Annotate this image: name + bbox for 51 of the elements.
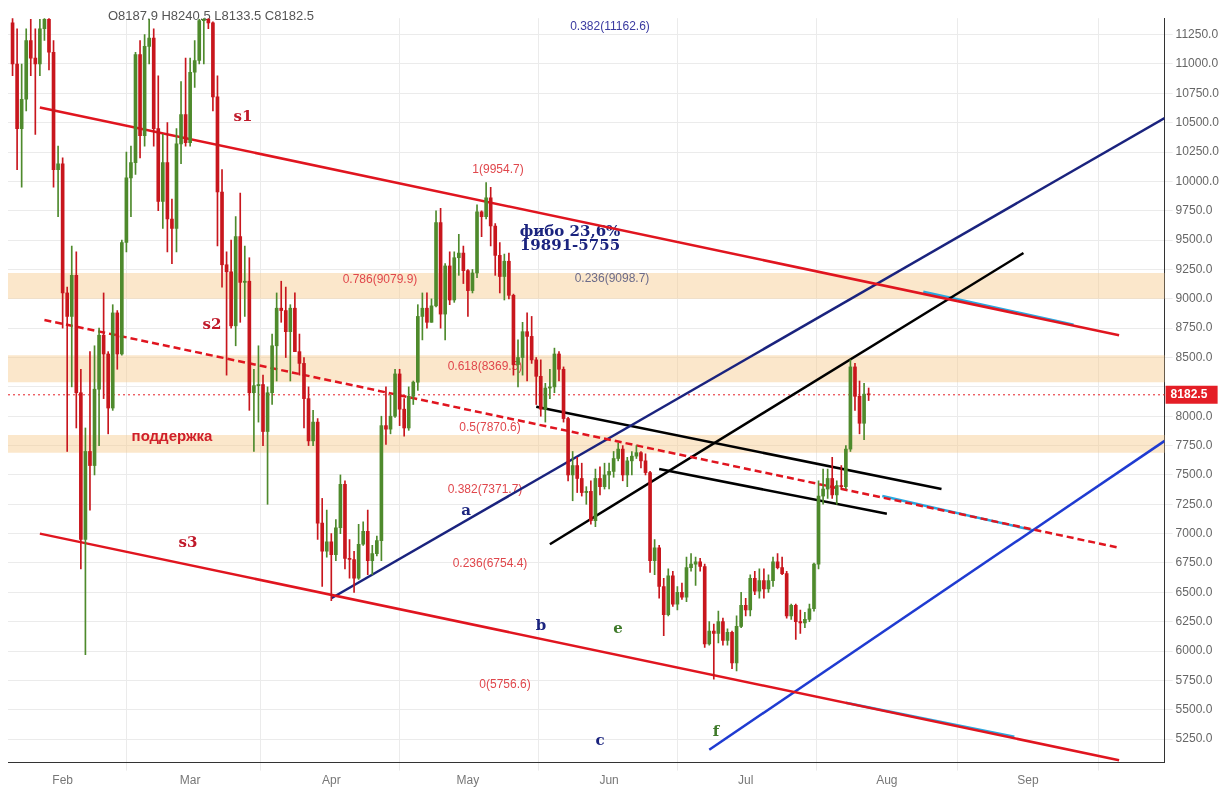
y-tick-label: 8500.0 [1175, 349, 1213, 364]
annotation: 0.5(7870.6) [459, 420, 521, 435]
y-tick-label: 10500.0 [1175, 115, 1220, 130]
x-tick-label: May [456, 773, 480, 788]
y-tick-label: 7000.0 [1175, 525, 1213, 540]
y-tick-label: 5250.0 [1175, 731, 1213, 746]
x-tick-label: Jun [599, 773, 619, 788]
annotation: 0.236(9098.7) [574, 271, 650, 286]
x-tick-label: Jul [738, 773, 754, 788]
y-tick-label: 10250.0 [1175, 144, 1220, 159]
annotation: f [712, 721, 721, 740]
annotation: s2 [202, 314, 222, 333]
y-tick-label: 9750.0 [1175, 203, 1213, 218]
y-tick-label: 10750.0 [1175, 85, 1220, 100]
annotation: 0.236(6754.4) [452, 556, 528, 571]
y-tick-label: 9000.0 [1175, 291, 1213, 306]
x-tick-label: Mar [179, 773, 201, 788]
annotation: 0.786(9079.9) [342, 272, 418, 287]
x-tick-label: Apr [321, 773, 341, 788]
y-tick-label: 6250.0 [1175, 614, 1213, 629]
annotation: 0.382(7371.7) [447, 482, 523, 497]
y-tick-label: 8000.0 [1175, 408, 1213, 423]
annotation: e [613, 618, 623, 637]
annotation: 0(5756.6) [479, 677, 531, 692]
y-tick-label: 5500.0 [1175, 702, 1213, 717]
y-tick-label: 8750.0 [1175, 320, 1213, 335]
x-tick-label: Feb [52, 773, 74, 788]
y-tick-label: 7500.0 [1175, 467, 1213, 482]
y-tick-label: 7750.0 [1175, 437, 1213, 452]
x-tick-label: Sep [1017, 773, 1040, 788]
annotation: s3 [178, 532, 198, 551]
ref-line-label: 8182.5 [1170, 387, 1208, 402]
annotation: b [535, 615, 547, 634]
annotation: 0.382(11162.6) [570, 19, 650, 34]
y-tick-label: 11250.0 [1175, 26, 1219, 41]
y-tick-label: 6750.0 [1175, 555, 1213, 570]
annotation: O8187.9 H8240.5 L8133.5 C8182.5 [108, 7, 315, 23]
annotation: s1 [233, 106, 253, 125]
annotation: c [595, 730, 605, 749]
annotation: a [461, 500, 472, 519]
y-tick-label: 5750.0 [1175, 672, 1213, 687]
y-tick-label: 11000.0 [1175, 56, 1219, 71]
y-tick-label: 10000.0 [1175, 173, 1220, 188]
annotation: 1(9954.7) [472, 162, 524, 177]
y-tick-label: 9250.0 [1175, 261, 1213, 276]
annotation: поддержка [131, 427, 214, 445]
y-tick-label: 6500.0 [1175, 584, 1213, 599]
x-tick-label: Aug [876, 773, 898, 788]
y-tick-label: 6000.0 [1175, 643, 1213, 658]
y-tick-label: 9500.0 [1175, 232, 1213, 247]
y-tick-label: 7250.0 [1175, 496, 1213, 511]
